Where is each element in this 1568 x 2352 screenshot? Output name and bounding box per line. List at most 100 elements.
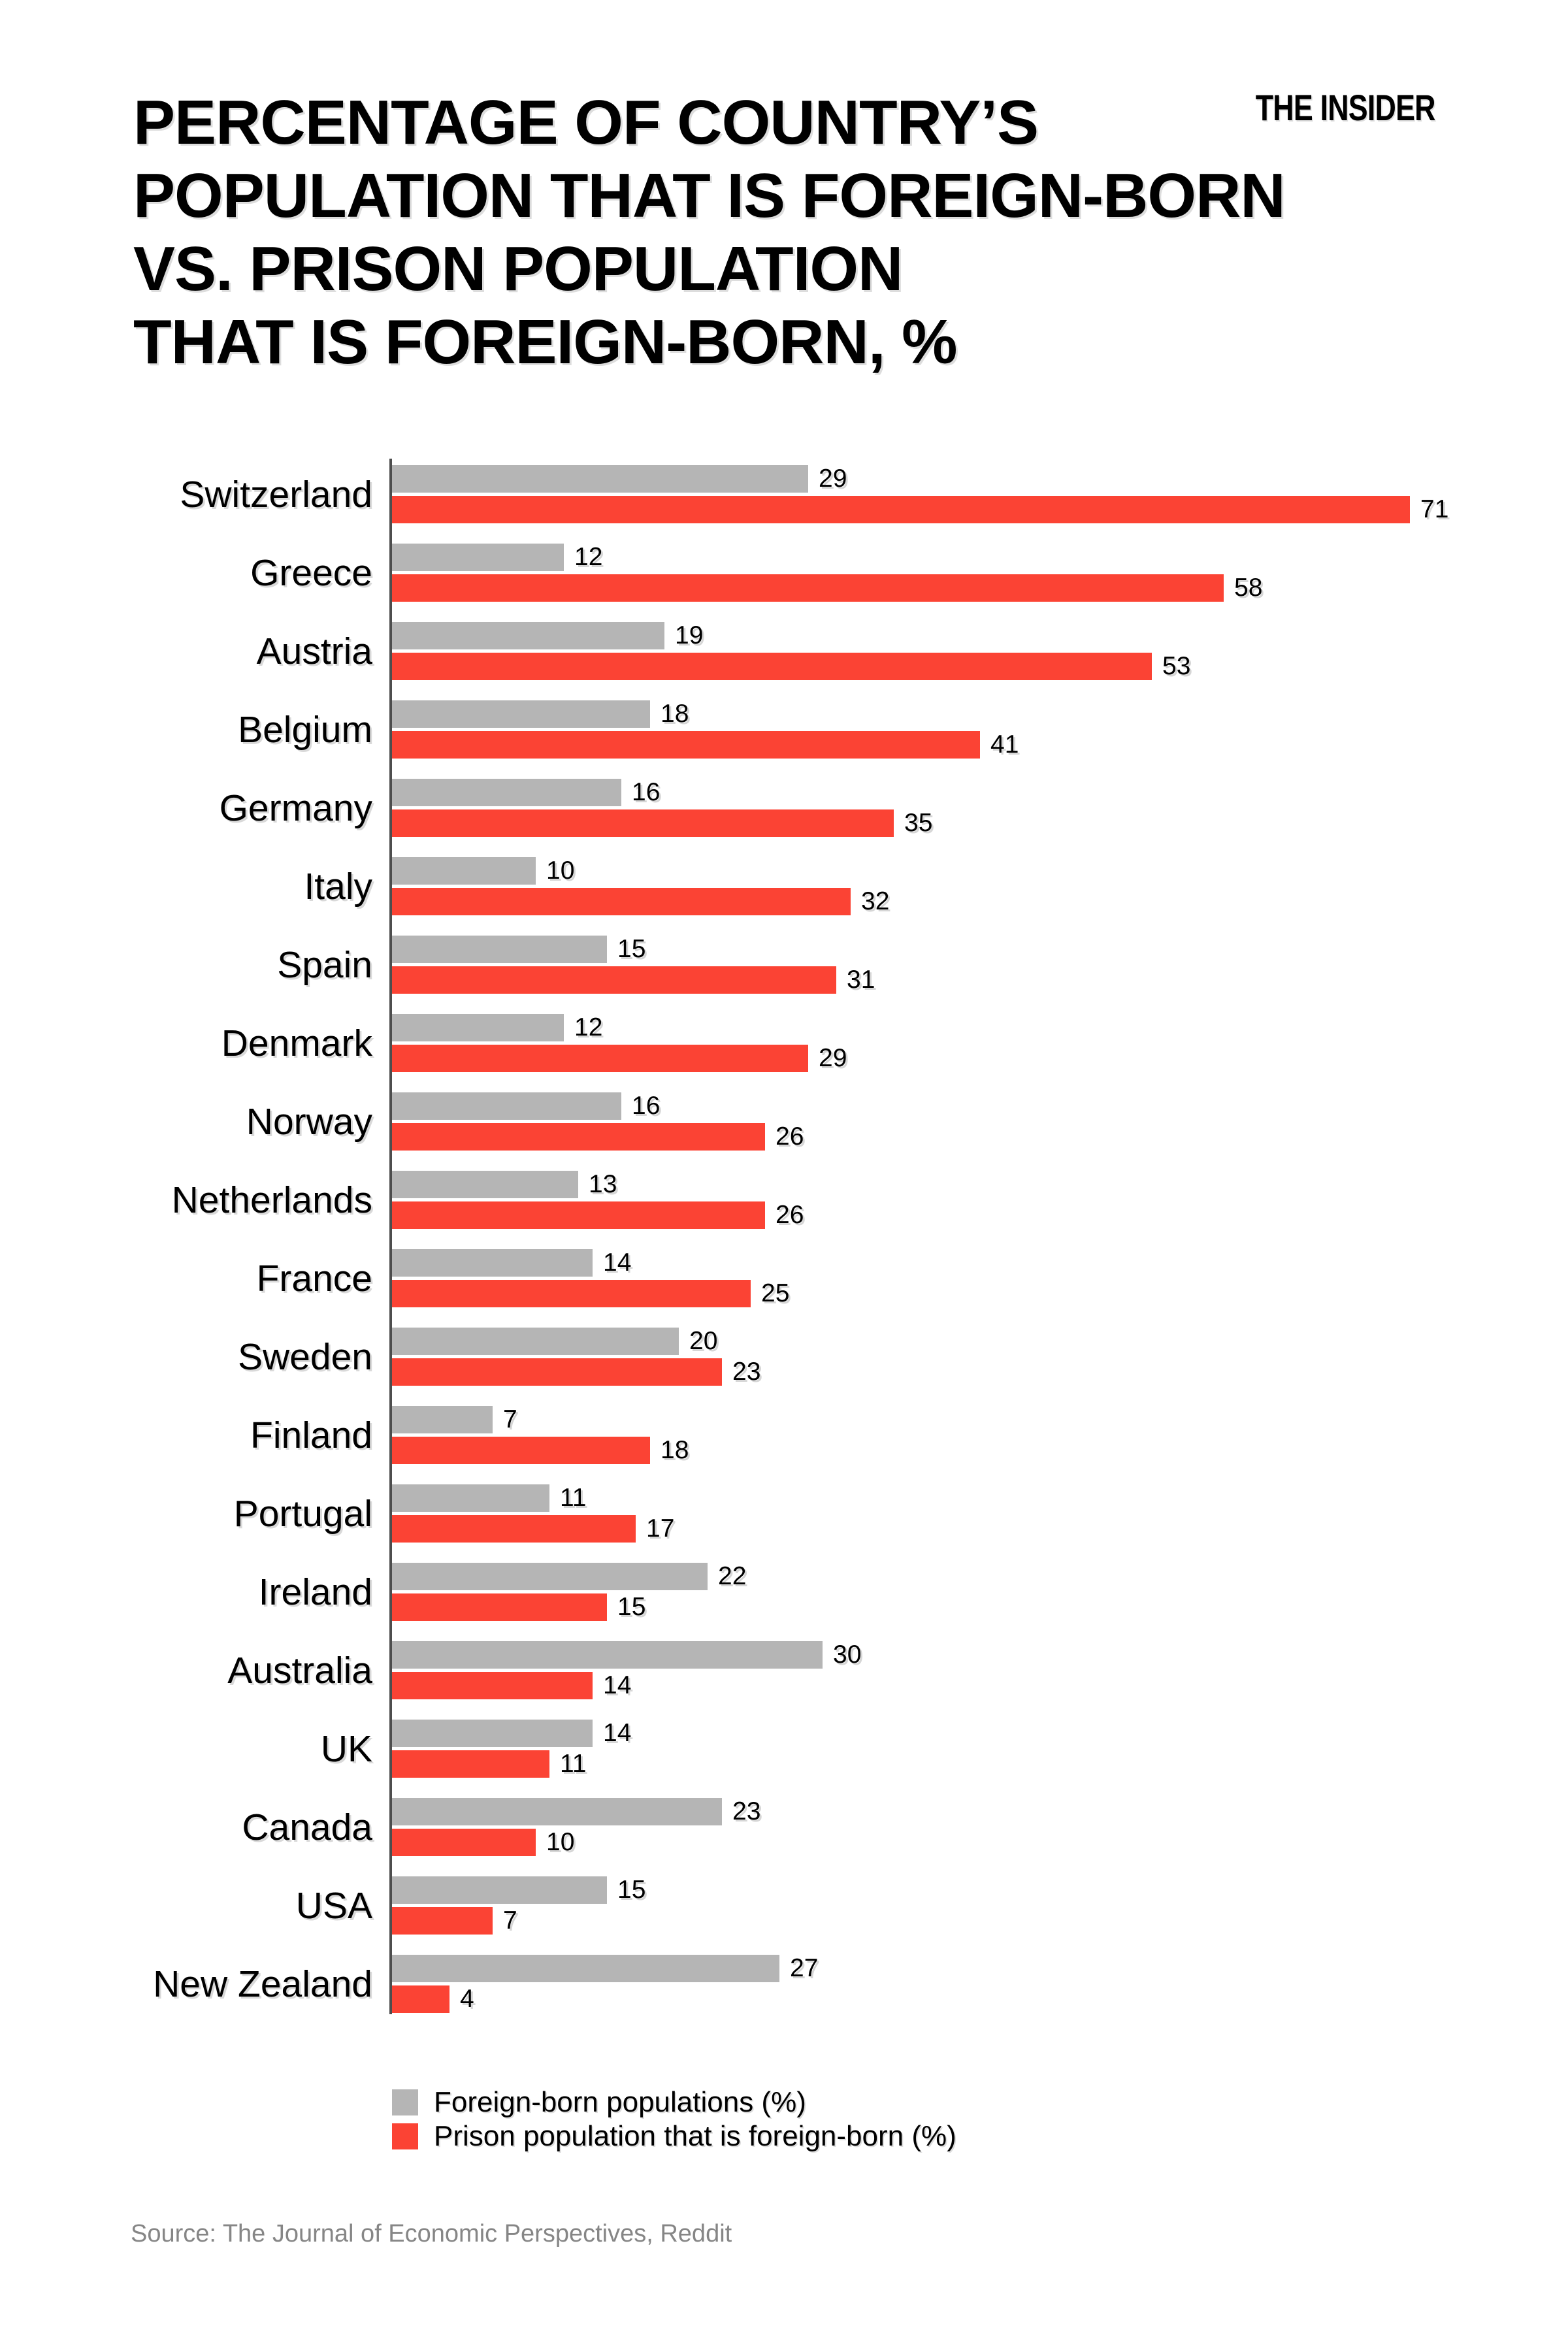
value-label: 7 (503, 1405, 517, 1433)
value-label: 12 (574, 543, 603, 571)
value-label: 32 (861, 887, 890, 915)
bar-foreign-born (392, 857, 536, 885)
bar-foreign-born (392, 1249, 593, 1277)
value-label: 22 (718, 1562, 747, 1590)
bar-prison-foreign-born (392, 1593, 607, 1621)
category-label: Denmark (221, 1022, 372, 1064)
bar-foreign-born (392, 1171, 578, 1198)
value-label: 41 (990, 730, 1019, 759)
source-note: Source: The Journal of Economic Perspect… (131, 2220, 732, 2247)
category-label: Australia (227, 1649, 372, 1691)
bar-prison-foreign-born (392, 966, 836, 994)
legend-label-foreign-born: Foreign-born populations (%) (434, 2086, 806, 2118)
legend-item-prison: Prison population that is foreign-born (… (392, 2120, 956, 2152)
value-label: 19 (675, 621, 704, 649)
legend-swatch-foreign-born (392, 2089, 418, 2115)
bar-foreign-born (392, 1484, 549, 1512)
bar-prison-foreign-born (392, 888, 851, 915)
legend-swatch-prison-foreign-born (392, 2123, 418, 2149)
brand-logo: THE INSIDER (1256, 87, 1436, 128)
value-label: 18 (661, 700, 689, 728)
value-label: 10 (546, 857, 575, 885)
value-label: 14 (603, 1719, 632, 1747)
category-label: UK (320, 1727, 372, 1770)
value-label: 10 (546, 1828, 575, 1856)
legend: Foreign-born populations (%) Prison popu… (392, 2086, 956, 2157)
category-label: Austria (256, 630, 372, 672)
bar-prison-foreign-born (392, 1515, 636, 1543)
bar-foreign-born (392, 465, 808, 493)
bar-prison-foreign-born (392, 653, 1152, 680)
bar-foreign-born (392, 1328, 679, 1355)
value-label: 23 (732, 1358, 761, 1386)
category-label: Finland (250, 1414, 372, 1456)
bar-foreign-born (392, 1563, 708, 1590)
value-label: 16 (632, 778, 661, 806)
bar-foreign-born (392, 936, 607, 963)
value-label: 25 (761, 1279, 790, 1307)
value-label: 15 (617, 935, 646, 963)
value-label: 14 (603, 1671, 632, 1699)
bar-foreign-born (392, 622, 664, 649)
bar-foreign-born (392, 1092, 621, 1120)
value-label: 53 (1162, 652, 1191, 680)
bar-prison-foreign-born (392, 1123, 765, 1151)
category-label: Norway (246, 1100, 372, 1143)
bar-foreign-born (392, 1641, 823, 1669)
value-label: 15 (617, 1593, 646, 1621)
category-label: Netherlands (171, 1179, 372, 1221)
value-label: 18 (661, 1436, 689, 1464)
value-label: 15 (617, 1876, 646, 1904)
category-label: New Zealand (153, 1963, 372, 2005)
value-label: 29 (819, 465, 847, 493)
bar-prison-foreign-born (392, 1045, 808, 1072)
bar-prison-foreign-born (392, 496, 1410, 523)
bar-prison-foreign-born (392, 1829, 536, 1856)
bar-prison-foreign-born (392, 1201, 765, 1229)
legend-item-foreign-born: Foreign-born populations (%) (392, 2086, 956, 2118)
bar-foreign-born (392, 1798, 722, 1825)
value-label: 14 (603, 1249, 632, 1277)
value-label: 30 (833, 1641, 862, 1669)
bar-prison-foreign-born (392, 1672, 593, 1699)
value-label: 35 (904, 809, 933, 837)
bar-prison-foreign-born (392, 1985, 449, 2013)
bar-prison-foreign-born (392, 1280, 751, 1307)
category-label: Portugal (233, 1492, 372, 1535)
value-label: 13 (589, 1170, 617, 1198)
bar-foreign-born (392, 1955, 779, 1982)
value-label: 16 (632, 1092, 661, 1120)
value-label: 31 (847, 966, 875, 994)
category-label: Spain (277, 943, 372, 986)
bar-foreign-born (392, 1720, 593, 1747)
category-label: USA (295, 1884, 372, 1927)
category-label: France (256, 1257, 372, 1299)
value-label: 27 (790, 1954, 819, 1982)
bar-foreign-born (392, 544, 564, 571)
value-label: 23 (732, 1797, 761, 1825)
category-label: Italy (304, 865, 372, 907)
category-label: Switzerland (180, 473, 372, 515)
y-axis-line (389, 459, 392, 2014)
bar-foreign-born (392, 700, 650, 728)
value-label: 20 (689, 1327, 718, 1355)
category-label: Belgium (238, 708, 372, 751)
category-label: Canada (242, 1806, 372, 1848)
bar-prison-foreign-born (392, 1437, 650, 1464)
value-label: 26 (776, 1201, 804, 1229)
category-label: Sweden (238, 1335, 372, 1378)
value-label: 26 (776, 1122, 804, 1151)
value-label: 17 (646, 1514, 675, 1543)
chart-title: PERCENTAGE OF COUNTRY’S POPULATION THAT … (133, 88, 1286, 377)
bar-prison-foreign-born (392, 731, 980, 759)
category-label: Ireland (258, 1571, 372, 1613)
value-label: 4 (460, 1985, 474, 2013)
bar-foreign-born (392, 779, 621, 806)
category-label: Germany (219, 787, 372, 829)
value-label: 58 (1234, 574, 1263, 602)
bar-prison-foreign-born (392, 1750, 549, 1778)
legend-label-prison: Prison population that is foreign-born (… (434, 2120, 956, 2152)
bar-prison-foreign-born (392, 574, 1224, 602)
